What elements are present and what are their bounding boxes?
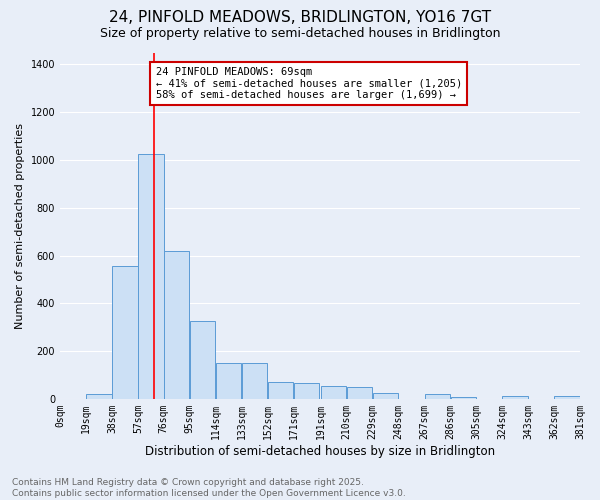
Bar xyxy=(216,364,241,399)
Bar xyxy=(373,393,398,399)
Bar xyxy=(112,266,137,399)
Bar xyxy=(451,397,476,399)
Y-axis label: Number of semi-detached properties: Number of semi-detached properties xyxy=(15,122,25,328)
Bar xyxy=(242,364,267,399)
Bar xyxy=(321,386,346,399)
Bar xyxy=(347,387,373,399)
X-axis label: Distribution of semi-detached houses by size in Bridlington: Distribution of semi-detached houses by … xyxy=(145,444,495,458)
Bar xyxy=(502,396,528,399)
Bar xyxy=(86,394,112,399)
Text: Size of property relative to semi-detached houses in Bridlington: Size of property relative to semi-detach… xyxy=(100,28,500,40)
Bar xyxy=(293,384,319,399)
Bar xyxy=(138,154,164,399)
Bar xyxy=(164,250,190,399)
Bar xyxy=(554,396,580,399)
Bar xyxy=(425,394,450,399)
Text: 24 PINFOLD MEADOWS: 69sqm
← 41% of semi-detached houses are smaller (1,205)
58% : 24 PINFOLD MEADOWS: 69sqm ← 41% of semi-… xyxy=(155,67,462,100)
Bar xyxy=(190,321,215,399)
Text: Contains HM Land Registry data © Crown copyright and database right 2025.
Contai: Contains HM Land Registry data © Crown c… xyxy=(12,478,406,498)
Text: 24, PINFOLD MEADOWS, BRIDLINGTON, YO16 7GT: 24, PINFOLD MEADOWS, BRIDLINGTON, YO16 7… xyxy=(109,10,491,25)
Bar xyxy=(268,382,293,399)
